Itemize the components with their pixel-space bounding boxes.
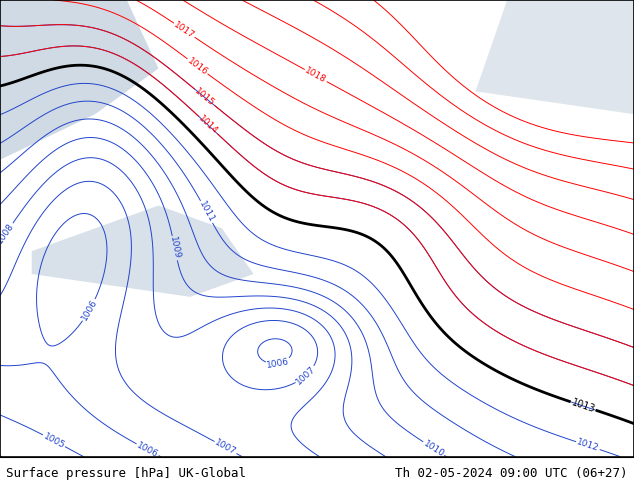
Text: 1017: 1017 xyxy=(172,20,197,40)
Text: 1014: 1014 xyxy=(197,114,219,136)
Text: 1006: 1006 xyxy=(266,357,290,370)
Text: 1007: 1007 xyxy=(294,365,318,387)
Text: 1010: 1010 xyxy=(422,439,446,459)
Text: 1006: 1006 xyxy=(135,441,160,459)
Text: 1008: 1008 xyxy=(0,221,16,245)
Text: 1011: 1011 xyxy=(197,199,216,224)
Text: 1007: 1007 xyxy=(213,438,238,457)
Text: Surface pressure [hPa] UK-Global: Surface pressure [hPa] UK-Global xyxy=(6,467,247,480)
Polygon shape xyxy=(0,0,158,160)
Text: 1015: 1015 xyxy=(193,87,216,108)
Polygon shape xyxy=(476,0,634,114)
Text: 1018: 1018 xyxy=(304,66,328,85)
Text: 1006: 1006 xyxy=(80,298,99,322)
Text: 1013: 1013 xyxy=(570,397,597,415)
Text: Th 02-05-2024 09:00 UTC (06+27): Th 02-05-2024 09:00 UTC (06+27) xyxy=(395,467,628,480)
Text: 1005: 1005 xyxy=(42,431,67,450)
Text: 1016: 1016 xyxy=(186,56,209,77)
Text: 1009: 1009 xyxy=(168,236,181,260)
Text: 1012: 1012 xyxy=(576,438,600,454)
Polygon shape xyxy=(32,205,254,297)
